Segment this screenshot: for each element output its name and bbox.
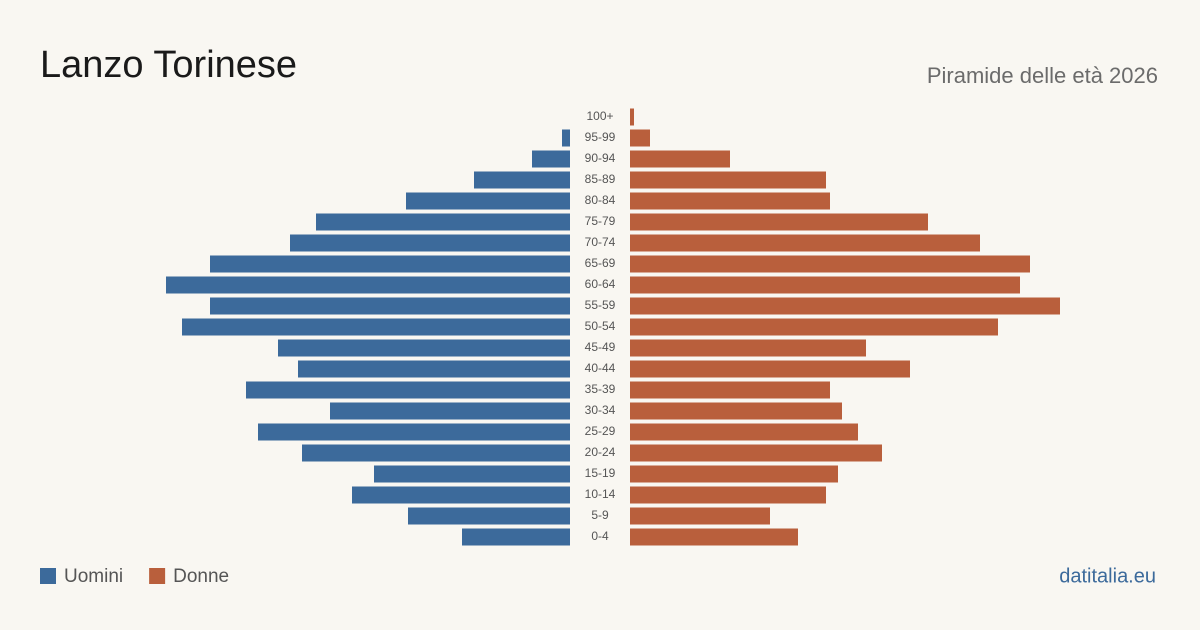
bar xyxy=(298,360,570,378)
age-label: 45-49 xyxy=(585,340,616,354)
bar xyxy=(630,423,858,441)
bar xyxy=(630,339,866,357)
bar xyxy=(630,171,826,189)
bar xyxy=(630,255,1030,273)
source: datitalia.eu xyxy=(1059,565,1156,587)
age-label: 90-94 xyxy=(585,151,616,165)
age-label: 70-74 xyxy=(585,235,616,249)
bar xyxy=(330,402,570,420)
bar xyxy=(630,486,826,504)
age-label: 80-84 xyxy=(585,193,616,207)
bar xyxy=(630,192,830,210)
age-label: 25-29 xyxy=(585,424,616,438)
bar xyxy=(630,234,980,252)
bar xyxy=(182,318,570,336)
age-label: 35-39 xyxy=(585,382,616,396)
age-label: 100+ xyxy=(586,109,613,123)
bar xyxy=(302,444,570,462)
age-label: 75-79 xyxy=(585,214,616,228)
bar xyxy=(630,507,770,525)
age-label: 15-19 xyxy=(585,466,616,480)
bar xyxy=(532,150,570,168)
bar xyxy=(630,318,998,336)
bar xyxy=(316,213,570,231)
bar xyxy=(630,297,1060,315)
chart-subtitle: Piramide delle età 2026 xyxy=(927,63,1158,88)
bar xyxy=(630,402,842,420)
bar xyxy=(630,108,634,126)
age-label: 95-99 xyxy=(585,130,616,144)
bar xyxy=(246,381,570,399)
bar xyxy=(210,255,570,273)
bar xyxy=(462,528,570,546)
bar xyxy=(630,381,830,399)
bar xyxy=(352,486,570,504)
bar xyxy=(278,339,570,357)
age-label: 40-44 xyxy=(585,361,616,375)
bar xyxy=(408,507,570,525)
bar xyxy=(210,297,570,315)
bar xyxy=(630,465,838,483)
age-label: 60-64 xyxy=(585,277,616,291)
chart-title: Lanzo Torinese xyxy=(40,44,297,86)
bar xyxy=(562,129,570,147)
age-label: 10-14 xyxy=(585,487,616,501)
legend-swatch xyxy=(149,568,166,584)
bar xyxy=(630,444,882,462)
bar xyxy=(406,192,570,210)
age-label: 30-34 xyxy=(585,403,616,417)
bar xyxy=(166,276,570,294)
bar xyxy=(630,528,798,546)
age-label: 55-59 xyxy=(585,298,616,312)
age-label: 50-54 xyxy=(585,319,616,333)
age-label: 20-24 xyxy=(585,445,616,459)
age-label: 5-9 xyxy=(591,508,609,522)
age-label: 85-89 xyxy=(585,172,616,186)
bar xyxy=(630,276,1020,294)
age-label: 65-69 xyxy=(585,256,616,270)
bar xyxy=(630,360,910,378)
age-label: 0-4 xyxy=(591,529,609,543)
bar xyxy=(630,150,730,168)
legend-swatch xyxy=(40,568,56,584)
bar xyxy=(258,423,570,441)
bar xyxy=(474,171,570,189)
bar xyxy=(290,234,570,252)
bar xyxy=(630,213,928,231)
bar xyxy=(374,465,570,483)
legend-label: Uomini xyxy=(64,566,123,587)
bar xyxy=(630,129,650,147)
legend-label: Donne xyxy=(173,566,229,587)
